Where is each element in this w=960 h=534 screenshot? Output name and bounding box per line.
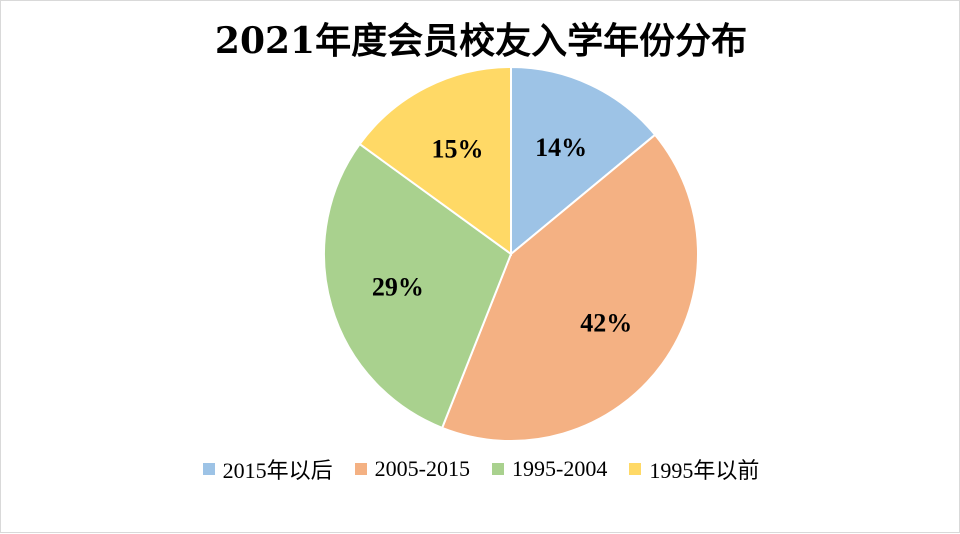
legend-item-3: 1995-2004: [492, 456, 607, 482]
legend-label: 2005-2015: [374, 456, 470, 481]
slice-label-1: 14%: [535, 133, 587, 162]
legend-swatch: [354, 463, 367, 475]
pie-slice-1: [510, 65, 657, 257]
legend-item-1: 2015年以后: [202, 453, 333, 485]
slice-label-3: 29%: [372, 272, 424, 301]
legend-item-4: 1995年以前: [629, 453, 759, 485]
legend-item-2: 2005-2015: [354, 456, 470, 482]
pie-slice-2: [440, 133, 699, 442]
legend: 2015年以后 2005-2015 1995-2004 1995年以前: [1, 453, 960, 485]
pie-slice-4: [358, 65, 512, 256]
legend-label: 1995年以前: [649, 458, 760, 483]
legend-swatch: [202, 463, 215, 475]
pie-slice-3: [323, 142, 513, 430]
legend-swatch: [492, 463, 504, 475]
chart-title: 2021年度会员校友入学年份分布: [214, 20, 748, 62]
legend-label: 2015年以后: [222, 458, 333, 483]
slice-label-4: 15%: [432, 135, 484, 164]
slice-label-2: 42%: [580, 309, 632, 338]
legend-swatch: [629, 463, 642, 475]
legend-label: 1995-2004: [512, 456, 608, 481]
